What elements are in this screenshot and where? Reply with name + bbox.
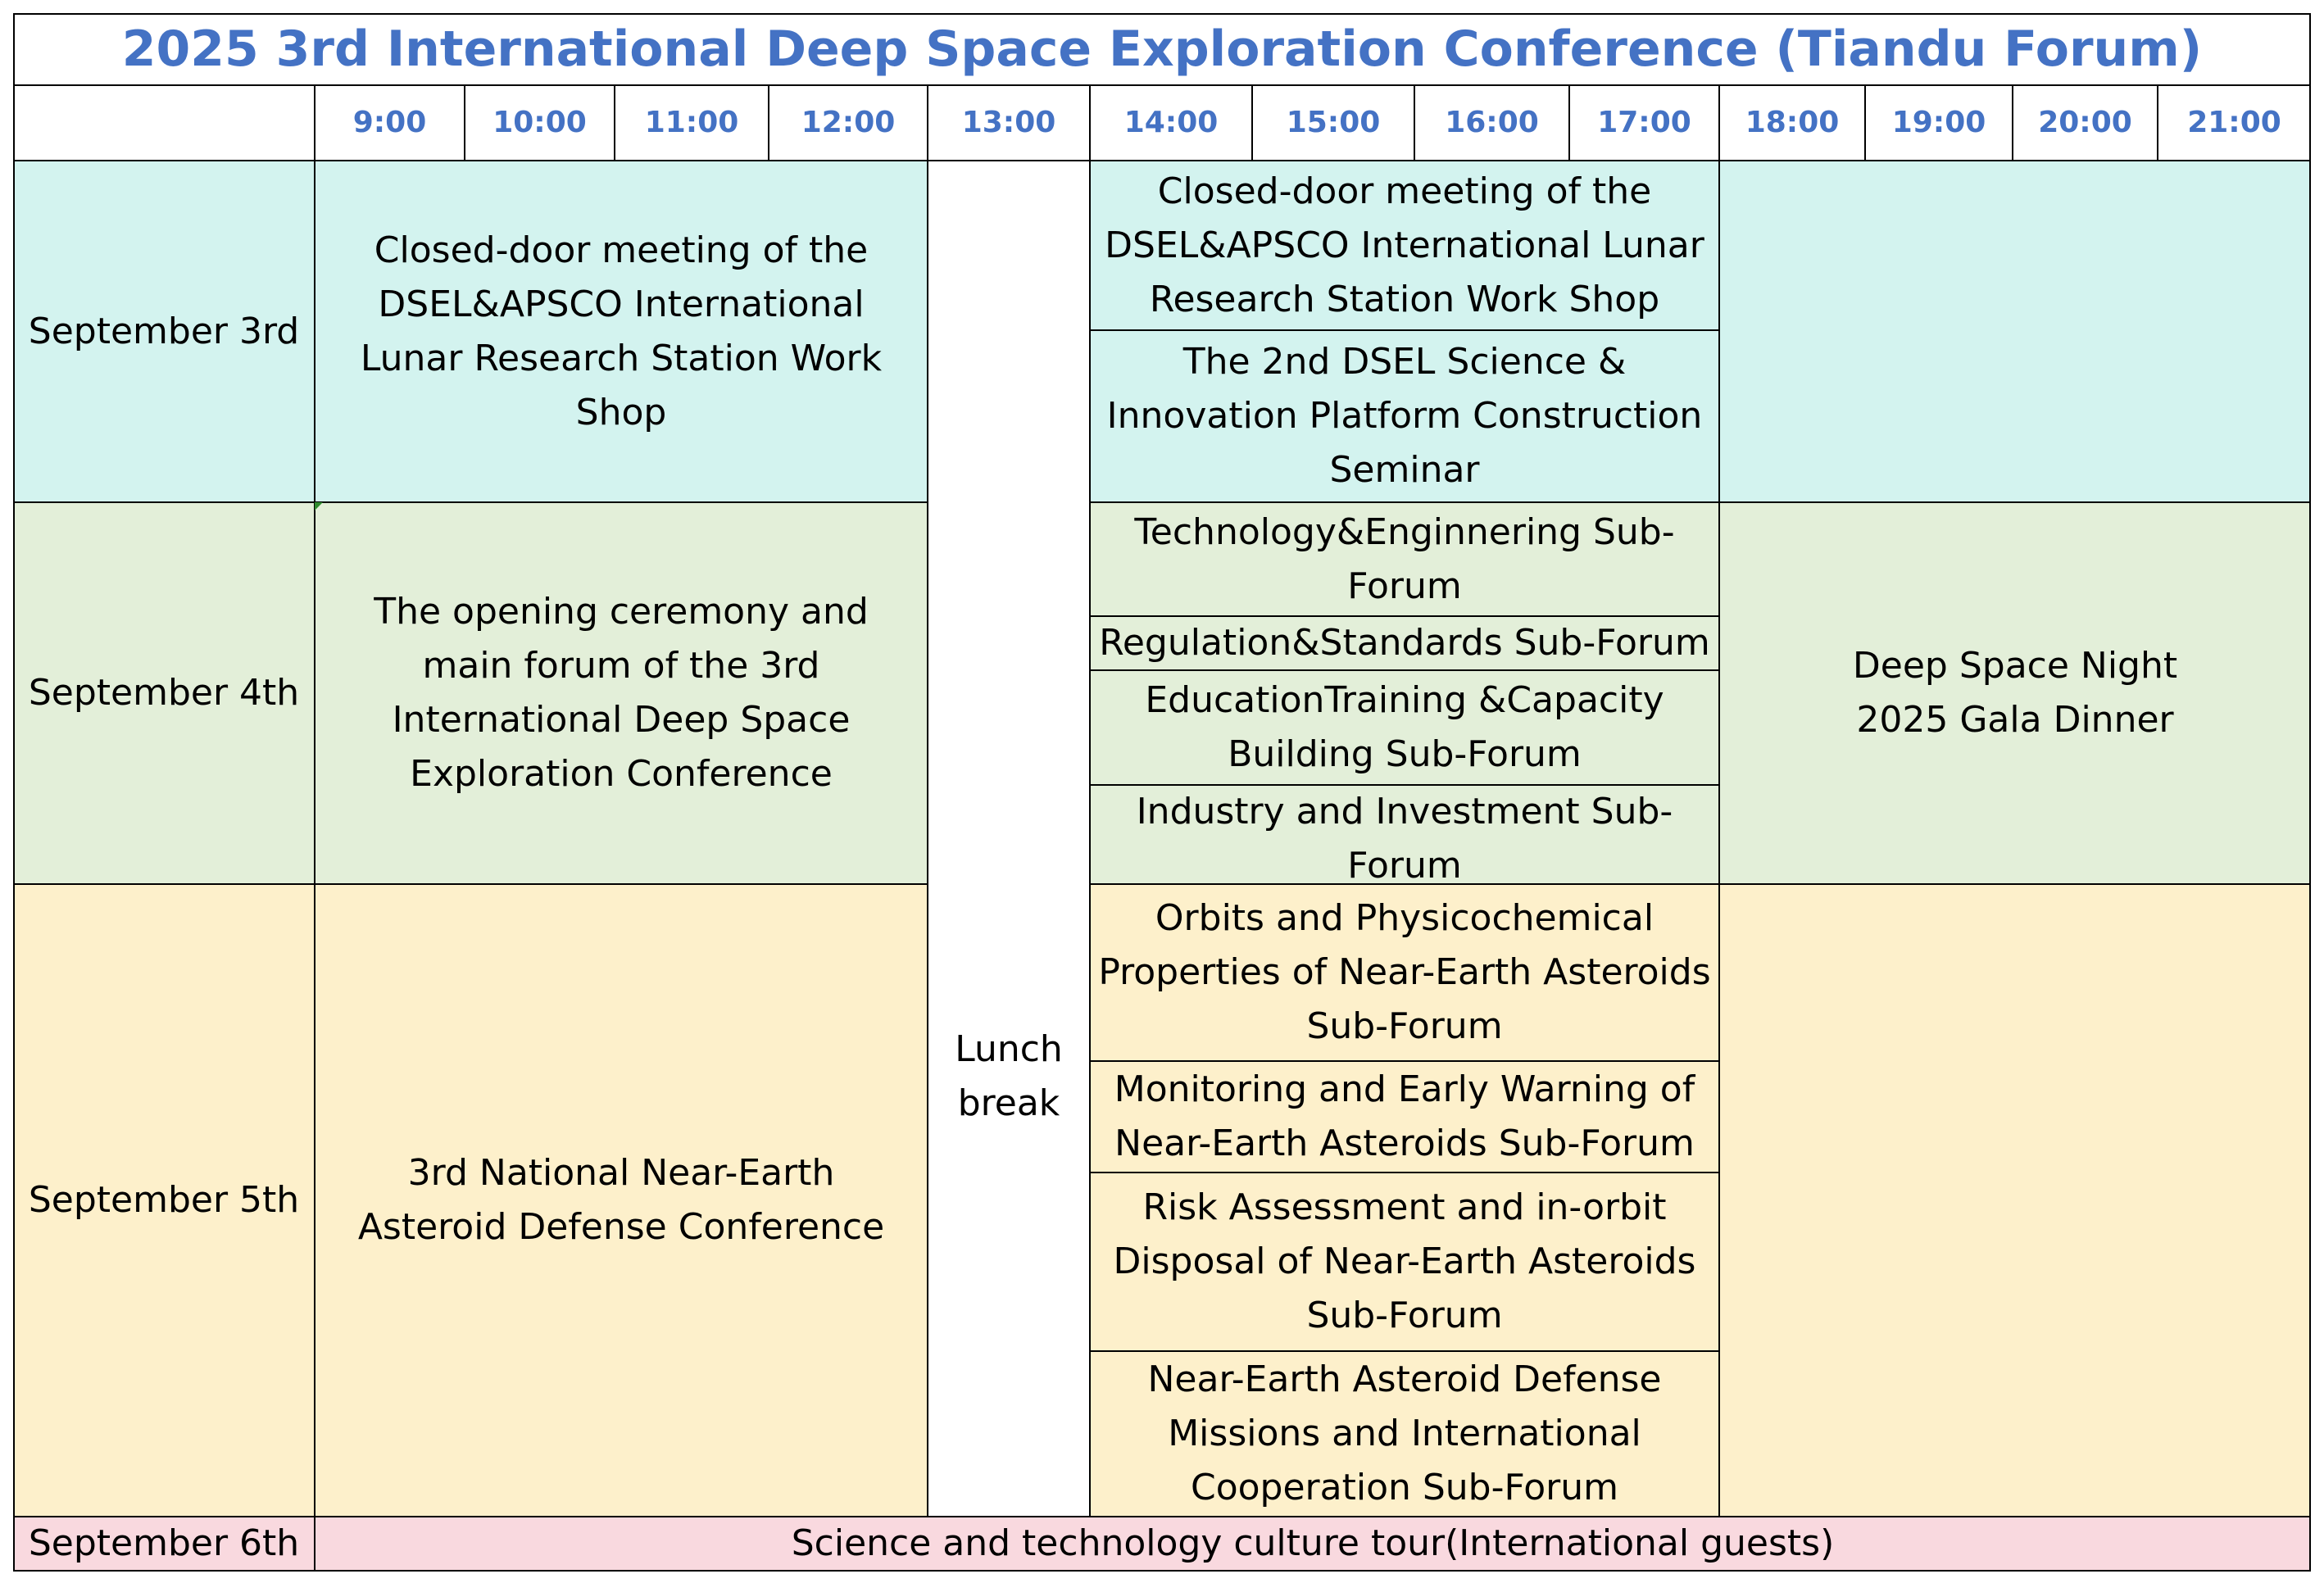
time-header-19: 19:00 (1891, 106, 1986, 139)
grid-line (2309, 13, 2311, 1572)
grid-line (13, 1570, 2311, 1572)
grid-line (13, 160, 2311, 161)
grid-line (13, 13, 2311, 15)
grid-line (13, 1516, 2311, 1517)
grid-line (1718, 85, 1720, 1517)
grid-line (1090, 1350, 1719, 1352)
sept4-technology-subforum: Technology&Enginnering Sub-Forum (1090, 502, 1719, 616)
grid-line (13, 501, 928, 503)
time-header-14: 14:00 (1123, 106, 1219, 139)
time-header-21: 21:00 (2187, 106, 2281, 139)
grid-line (13, 84, 2311, 86)
sept4-gala-dinner: Deep Space Night 2025 Gala Dinner (1719, 502, 2311, 884)
grid-line (1864, 85, 1866, 161)
date-sept-5: September 5th (13, 884, 315, 1517)
sept5-asteroid-defense-conference: 3rd National Near-Earth Asteroid Defense… (315, 884, 928, 1517)
sept4-opening-ceremony: The opening ceremony and main forum of t… (315, 502, 928, 884)
sept3-afternoon-seminar: The 2nd DSEL Science & Innovation Platfo… (1090, 330, 1719, 502)
grid-line (2012, 85, 2013, 161)
sept5-monitoring-subforum: Monitoring and Early Warning of Near-Ear… (1090, 1061, 1719, 1173)
grid-line (1090, 784, 1719, 786)
date-sept-6: September 6th (13, 1517, 315, 1571)
sept5-orbits-subforum: Orbits and Physicochemical Properties of… (1090, 884, 1719, 1061)
grid-line (768, 85, 769, 161)
time-header-17: 17:00 (1597, 106, 1691, 139)
grid-line (1089, 85, 1091, 1517)
sept3-afternoon-workshop: Closed-door meeting of the DSEL&APSCO In… (1090, 161, 1719, 330)
time-header-18: 18:00 (1745, 106, 1840, 139)
grid-line (13, 13, 15, 1572)
grid-line (13, 883, 928, 885)
date-sept-4: September 4th (13, 502, 315, 884)
grid-line (2157, 85, 2158, 161)
time-header-11: 11:00 (644, 106, 739, 139)
sept4-industry-subforum: Industry and Investment Sub-Forum (1090, 785, 1719, 884)
sept5-risk-assessment-subforum: Risk Assessment and in-orbit Disposal of… (1090, 1173, 1719, 1351)
grid-line (1414, 85, 1415, 161)
grid-line (1090, 329, 1719, 331)
sept5-defense-missions-subforum: Near-Earth Asteroid Defense Missions and… (1090, 1351, 1719, 1517)
sept4-regulation-subforum: Regulation&Standards Sub-Forum (1090, 616, 1719, 670)
sept3-morning-session: Closed-door meeting of the DSEL&APSCO In… (315, 161, 928, 502)
grid-line (1090, 615, 1719, 617)
sept3-evening-empty (1719, 161, 2311, 502)
time-header-20: 20:00 (2038, 106, 2132, 139)
time-header-9: 9:00 (352, 106, 427, 139)
cell-marker-triangle (315, 502, 323, 510)
sept5-evening-empty (1719, 884, 2311, 1517)
grid-line (314, 85, 315, 1572)
time-header-13: 13:00 (961, 106, 1056, 139)
grid-line (1090, 669, 1719, 671)
grid-line (927, 85, 928, 1517)
lunch-break: Lunch break (928, 161, 1090, 1517)
grid-line (1090, 1060, 1719, 1062)
grid-line (464, 85, 465, 161)
grid-line (614, 85, 615, 161)
time-header-16: 16:00 (1445, 106, 1539, 139)
time-header-12: 12:00 (801, 106, 896, 139)
sept6-culture-tour: Science and technology culture tour(Inte… (315, 1517, 2311, 1571)
grid-line (1090, 1172, 1719, 1173)
grid-line (1568, 85, 1570, 161)
sept4-education-subforum: EducationTraining &Capacity Building Sub… (1090, 670, 1719, 785)
grid-line (1090, 883, 2311, 885)
conference-title: 2025 3rd International Deep Space Explor… (121, 20, 2203, 78)
grid-line (1090, 501, 2311, 503)
time-header-15: 15:00 (1286, 106, 1381, 139)
date-sept-3: September 3rd (13, 161, 315, 502)
time-header-10: 10:00 (492, 106, 587, 139)
header-corner-cell (13, 85, 315, 161)
grid-line (1251, 85, 1253, 161)
